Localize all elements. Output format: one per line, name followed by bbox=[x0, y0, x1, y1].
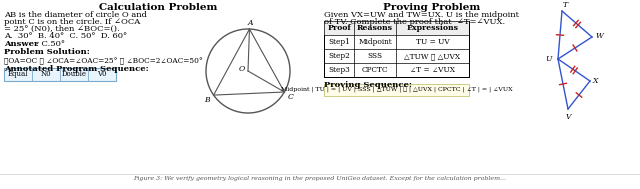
Text: U: U bbox=[546, 55, 552, 63]
Text: Proof: Proof bbox=[327, 24, 351, 32]
FancyBboxPatch shape bbox=[4, 68, 116, 81]
Text: Reasons: Reasons bbox=[357, 24, 393, 32]
Text: SSS: SSS bbox=[367, 52, 383, 60]
Text: : C.50°: : C.50° bbox=[36, 40, 65, 48]
Text: ∠T = ∠VUX: ∠T = ∠VUX bbox=[410, 66, 455, 74]
Text: A: A bbox=[248, 19, 253, 27]
Text: ∵OA=OC ∵ ∠OCA=∠OAC=25° ∵ ∠BOC=2∠OAC=50°: ∵OA=OC ∵ ∠OCA=∠OAC=25° ∵ ∠BOC=2∠OAC=50° bbox=[4, 57, 203, 65]
Text: Step1: Step1 bbox=[328, 38, 350, 46]
Text: Answer: Answer bbox=[4, 40, 38, 48]
FancyBboxPatch shape bbox=[324, 21, 469, 77]
Text: Figure 3: We verify geometry logical reasoning in the proposed UniGeo dataset. E: Figure 3: We verify geometry logical rea… bbox=[134, 176, 506, 181]
Text: X: X bbox=[593, 77, 598, 85]
Text: TU = UV: TU = UV bbox=[415, 38, 449, 46]
Text: B: B bbox=[204, 96, 209, 104]
FancyBboxPatch shape bbox=[324, 21, 469, 35]
Text: Calculation Problem: Calculation Problem bbox=[99, 3, 217, 12]
Text: Double: Double bbox=[61, 70, 86, 78]
Text: T: T bbox=[563, 1, 568, 9]
Text: AB is the diameter of circle O and: AB is the diameter of circle O and bbox=[4, 11, 147, 19]
Text: Equal: Equal bbox=[8, 70, 28, 78]
Text: Proving Problem: Proving Problem bbox=[383, 3, 481, 12]
Text: W: W bbox=[595, 32, 603, 40]
Text: N0: N0 bbox=[41, 70, 51, 78]
Text: Step2: Step2 bbox=[328, 52, 350, 60]
Text: Proving Sequence:: Proving Sequence: bbox=[324, 81, 412, 89]
Text: A.  30°  B. 40°  C. 50°  D. 60°: A. 30° B. 40° C. 50° D. 60° bbox=[4, 32, 127, 40]
Text: of TV. Complete the proof that  ∠T=∠VUX.: of TV. Complete the proof that ∠T=∠VUX. bbox=[324, 18, 505, 26]
Text: Midpoint | TU | = | UV | SSS | △TUW | ≅ | △UVX | CPCTC | ∠T | = | ∠VUX: Midpoint | TU | = | UV | SSS | △TUW | ≅ … bbox=[281, 87, 512, 93]
Text: Problem Solution:: Problem Solution: bbox=[4, 48, 90, 56]
Text: O: O bbox=[239, 65, 245, 73]
Text: △TUW ≅ △UVX: △TUW ≅ △UVX bbox=[404, 52, 461, 60]
Text: Given VX=UW and TW=UX. U is the midpoint: Given VX=UW and TW=UX. U is the midpoint bbox=[324, 11, 519, 19]
Text: Annotated Program Sequence:: Annotated Program Sequence: bbox=[4, 65, 148, 73]
FancyBboxPatch shape bbox=[324, 84, 469, 96]
Text: V0: V0 bbox=[97, 70, 107, 78]
Text: Expressions: Expressions bbox=[406, 24, 458, 32]
Text: V: V bbox=[565, 113, 571, 121]
Text: Step3: Step3 bbox=[328, 66, 350, 74]
Text: C: C bbox=[287, 93, 293, 101]
Text: point C is on the circle. If ∠OCA: point C is on the circle. If ∠OCA bbox=[4, 18, 140, 26]
Text: Midpoint: Midpoint bbox=[358, 38, 392, 46]
Text: = 25° (N0), then ∠BOC=().: = 25° (N0), then ∠BOC=(). bbox=[4, 25, 120, 33]
Text: CPCTC: CPCTC bbox=[362, 66, 388, 74]
